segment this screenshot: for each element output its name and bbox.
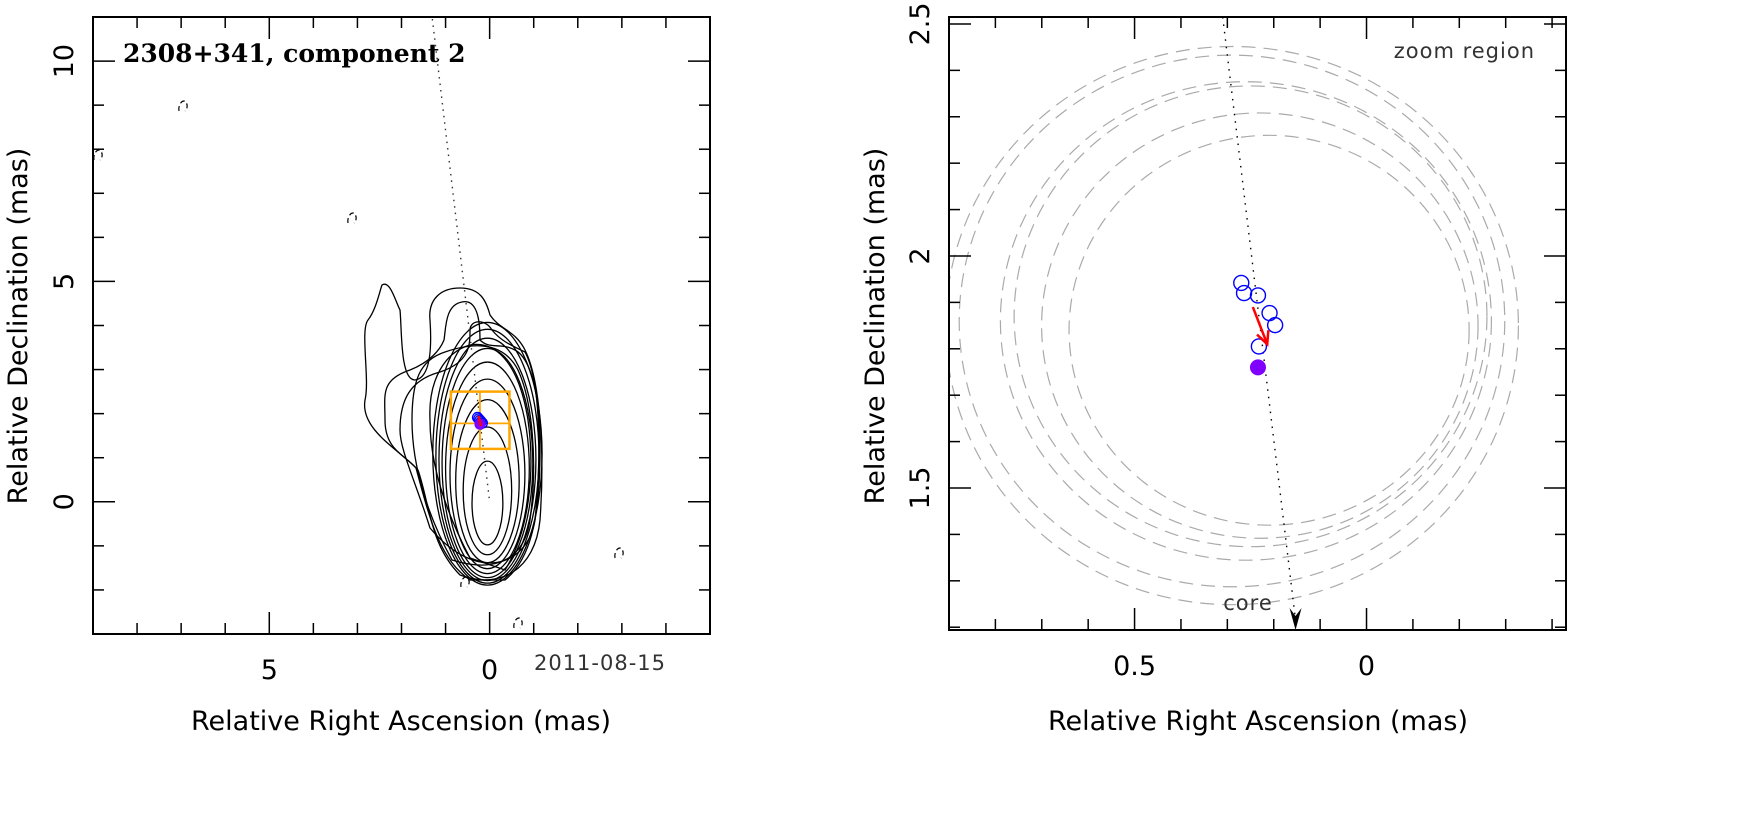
noise-contour	[513, 617, 523, 629]
right-y-tick-label: 2	[905, 247, 936, 264]
contour-line	[429, 343, 532, 571]
error-circle	[1040, 112, 1479, 539]
contour-map	[93, 100, 624, 629]
left-ticks	[93, 17, 710, 634]
left-title: 2308+341, component 2	[123, 39, 466, 68]
noise-contour	[614, 547, 624, 559]
right-plot-frame	[948, 16, 1567, 631]
left-y-tick-label: 10	[49, 44, 80, 78]
epoch-point	[1266, 316, 1284, 334]
motion-arrow-shaft	[1251, 306, 1269, 345]
contour-line	[471, 460, 504, 546]
jet-axis-dotted	[1222, 16, 1297, 621]
right-tick-labels: 0.5 0 1.5 2 2.5	[905, 2, 1375, 682]
error-circle	[1013, 85, 1488, 548]
core-label: core	[1223, 591, 1273, 615]
contour-line	[444, 361, 530, 575]
error-circle	[999, 81, 1493, 561]
error-circle	[1068, 134, 1470, 526]
motion-arrow-head	[1256, 330, 1270, 347]
contour-line	[441, 347, 534, 579]
left-x-tick-label: 0	[481, 655, 498, 686]
left-date-label: 2011-08-15	[534, 651, 666, 675]
contour-line	[449, 378, 526, 570]
left-x-tick-label: 5	[261, 655, 278, 686]
left-y-axis-label: Relative Declination (mas)	[3, 148, 34, 505]
left-tick-labels: 5 0 0 5 10	[49, 44, 498, 686]
position-markers	[1233, 274, 1284, 376]
right-ticks	[949, 17, 1566, 630]
error-circle	[958, 54, 1506, 588]
contour-line	[411, 345, 535, 566]
noise-contour	[347, 212, 357, 224]
error-circles	[949, 45, 1519, 606]
contour-line	[364, 283, 543, 581]
current-epoch-point	[1249, 359, 1266, 376]
error-circle	[949, 45, 1519, 606]
epoch-point	[1235, 284, 1253, 302]
right-x-tick-label: 0	[1358, 651, 1375, 682]
motion-arrow	[1251, 306, 1270, 347]
jet-axis-line	[1222, 16, 1302, 630]
noise-contour	[178, 100, 188, 112]
component-markers	[471, 411, 488, 430]
right-y-axis-label: Relative Declination (mas)	[860, 148, 891, 505]
right-x-axis-label: Relative Right Ascension (mas)	[1048, 706, 1468, 737]
noise-contour	[460, 576, 470, 588]
right-x-tick-label: 0.5	[1113, 651, 1156, 682]
zoom-region-label: zoom region	[1394, 39, 1535, 63]
left-y-tick-label: 5	[49, 273, 80, 290]
right-panel: 0.5 0 1.5 2 2.5 zoom region core Relative Ri…	[860, 2, 1567, 737]
epoch-point	[1250, 338, 1268, 355]
epoch-point	[1249, 287, 1267, 304]
left-x-axis-label: Relative Right Ascension (mas)	[191, 706, 611, 737]
right-y-tick-label: 1.5	[905, 467, 936, 510]
motion-arrow-small	[477, 415, 483, 427]
contour-line	[462, 426, 513, 556]
noise-contour	[93, 149, 103, 161]
right-y-tick-label: 2.5	[905, 2, 936, 45]
left-y-tick-label: 0	[49, 493, 80, 510]
epoch-point	[1233, 274, 1250, 292]
core-arrowhead	[1289, 608, 1302, 630]
